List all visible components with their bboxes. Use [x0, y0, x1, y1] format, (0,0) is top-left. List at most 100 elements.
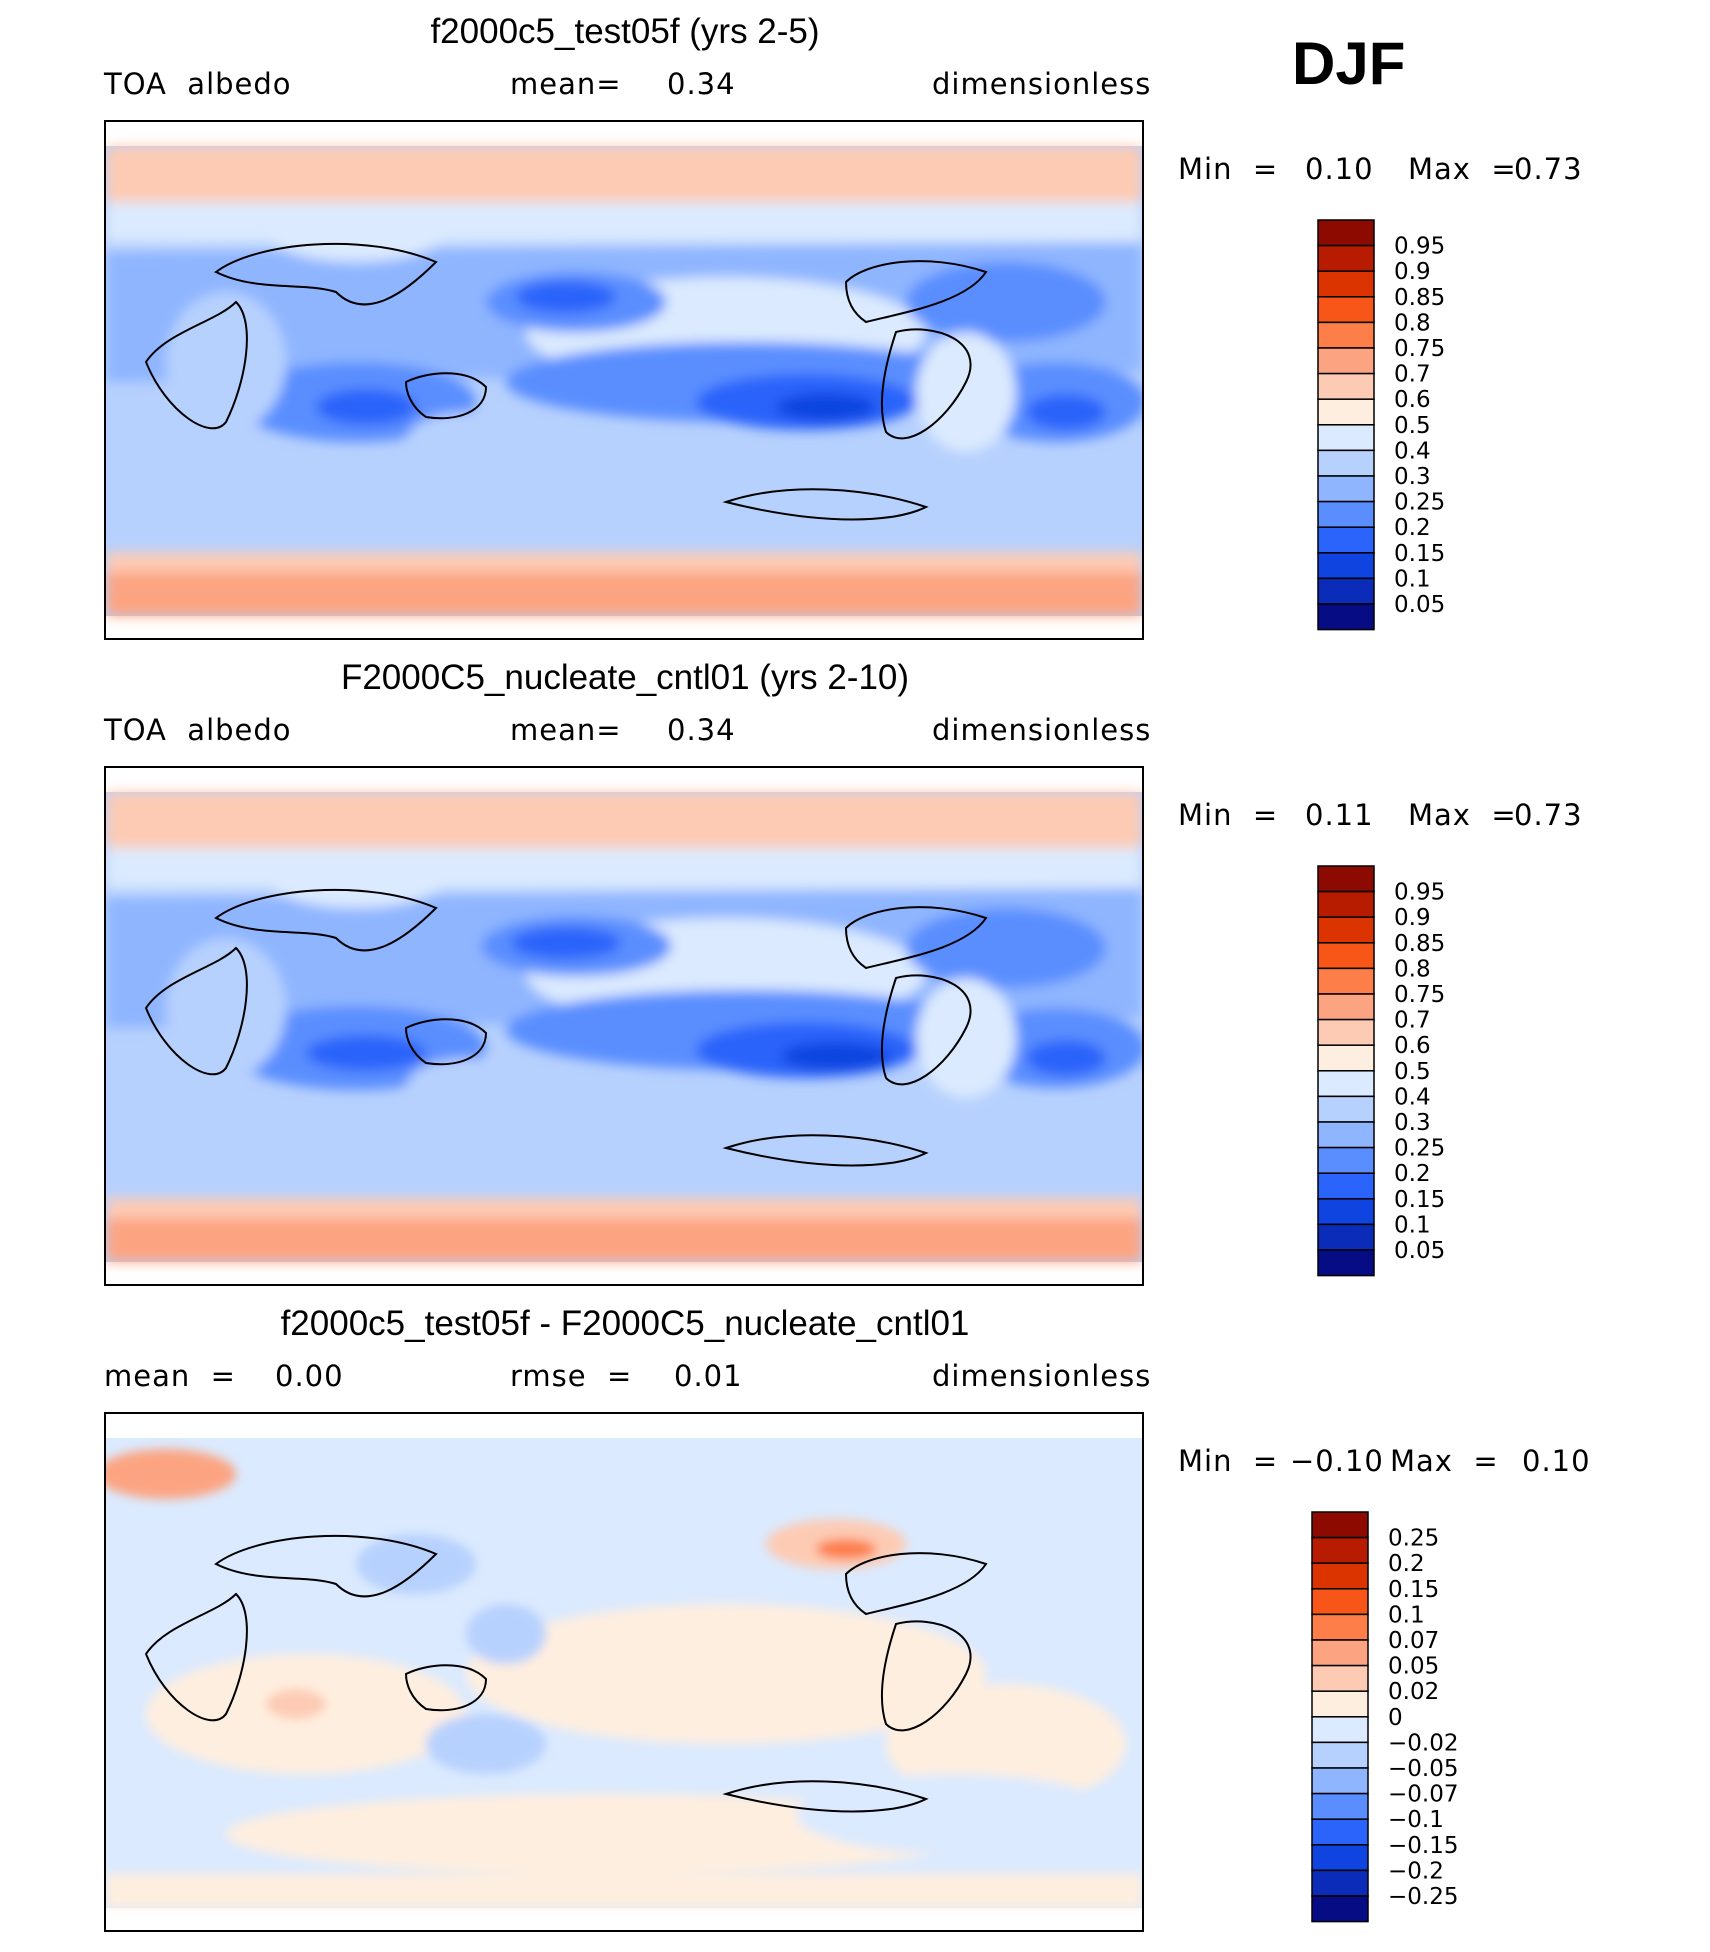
- colorbar-swatch: [1317, 296, 1375, 324]
- colorbar-swatch: [1317, 1070, 1375, 1098]
- colorbar-swatch: [1317, 552, 1375, 580]
- colorbar-tick-label: 0.05: [1394, 1238, 1445, 1264]
- panel-1-min-label: Min =: [1178, 152, 1279, 186]
- colorbar-tick-label: 0.25: [1394, 1136, 1445, 1162]
- panel-2-mean-value: 0.34: [667, 713, 736, 747]
- panel-1-title: f2000c5_test05f (yrs 2-5): [430, 12, 820, 51]
- panel-1-variable-label: TOA albedo: [104, 67, 292, 101]
- panel-2-variable-label: TOA albedo: [104, 713, 292, 747]
- colorbar-swatch: [1317, 993, 1375, 1021]
- colorbar-swatch: [1311, 1716, 1369, 1744]
- panel-2-map: [104, 766, 1144, 1286]
- colorbar-tick-label: 0.85: [1394, 285, 1445, 311]
- colorbar-tick-label: 0.05: [1388, 1654, 1439, 1680]
- panel-2-colorbar: 0.95 0.9 0.85 0.8 0.75 0.7 0.6 0.5 0.4 0.3 0.25 0.2…: [1316, 864, 1516, 1277]
- colorbar-tick-label: 0.15: [1388, 1577, 1439, 1603]
- colorbar-swatch: [1317, 219, 1375, 247]
- colorbar-swatch: [1317, 1018, 1375, 1046]
- colorbar-swatch: [1311, 1664, 1369, 1692]
- panel-2-units: dimensionless: [932, 713, 1152, 747]
- colorbar-swatch: [1311, 1844, 1369, 1872]
- colorbar-tick-label: 0.4: [1394, 1084, 1431, 1110]
- colorbar-tick-label: 0.25: [1394, 490, 1445, 516]
- panel-3-map: [104, 1412, 1144, 1932]
- colorbar-swatch: [1311, 1613, 1369, 1641]
- colorbar-swatch: [1311, 1639, 1369, 1667]
- panel-1-albedo-field: [106, 122, 1142, 638]
- colorbar-tick-label: 0.07: [1388, 1628, 1439, 1654]
- colorbar-tick-label: 0.3: [1394, 1110, 1431, 1136]
- colorbar-tick-label: 0.2: [1388, 1551, 1425, 1577]
- colorbar-tick-label: 0.8: [1394, 956, 1431, 982]
- panel-1-mean-value: 0.34: [667, 67, 736, 101]
- colorbar-swatch: [1317, 577, 1375, 605]
- colorbar-swatch: [1317, 321, 1375, 349]
- colorbar-tick-label: 0.1: [1394, 1212, 1431, 1238]
- panel-1-units: dimensionless: [932, 67, 1152, 101]
- colorbar-tick-label: 0.7: [1394, 1008, 1431, 1034]
- panel-3-colorbar-svg: 0.250.20.150.10.070.050.020−0.02−0.05−0.…: [1311, 1511, 1458, 1923]
- colorbar-tick-label: 0.9: [1394, 905, 1431, 931]
- panel-2-title: F2000C5_nucleate_cntl01 (yrs 2-10): [340, 658, 910, 697]
- colorbar-swatch: [1311, 1818, 1369, 1846]
- colorbar-tick-label: 0.6: [1394, 387, 1431, 413]
- colorbar-tick-label: −0.05: [1388, 1756, 1458, 1782]
- panel-1-map: [104, 120, 1144, 640]
- panel-3-units: dimensionless: [932, 1359, 1152, 1393]
- colorbar-swatch: [1311, 1588, 1369, 1616]
- colorbar-tick-label: 0.02: [1388, 1679, 1439, 1705]
- colorbar-tick-label: 0.95: [1394, 234, 1445, 260]
- colorbar-tick-label: 0.05: [1394, 592, 1445, 618]
- colorbar-tick-label: 0: [1388, 1705, 1403, 1731]
- panel-1-colorbar-svg: 0.950.90.850.80.750.70.60.50.40.30.250.2…: [1317, 219, 1445, 631]
- colorbar-tick-label: 0.5: [1394, 1059, 1431, 1085]
- panel-2-max-label: Max =: [1408, 798, 1517, 832]
- colorbar-tick-label: 0.25: [1388, 1526, 1439, 1552]
- colorbar-tick-label: −0.25: [1388, 1884, 1458, 1910]
- colorbar-swatch: [1311, 1895, 1369, 1923]
- colorbar-tick-label: −0.1: [1388, 1807, 1444, 1833]
- colorbar-swatch: [1311, 1869, 1369, 1897]
- colorbar-swatch: [1317, 1223, 1375, 1251]
- colorbar-tick-label: 0.2: [1394, 515, 1431, 541]
- panel-1-max-label: Max =: [1408, 152, 1517, 186]
- colorbar-swatch: [1317, 347, 1375, 375]
- colorbar-tick-label: 0.6: [1394, 1033, 1431, 1059]
- colorbar-tick-label: 0.75: [1394, 982, 1445, 1008]
- colorbar-swatch: [1317, 1095, 1375, 1123]
- colorbar-swatch: [1317, 424, 1375, 452]
- colorbar-tick-label: 0.2: [1394, 1161, 1431, 1187]
- panel-2-mean-label: mean=: [510, 713, 622, 747]
- colorbar-tick-label: −0.07: [1388, 1782, 1458, 1808]
- colorbar-tick-label: 0.5: [1394, 413, 1431, 439]
- colorbar-tick-label: 0.3: [1394, 464, 1431, 490]
- colorbar-swatch: [1317, 1172, 1375, 1200]
- colorbar-swatch: [1317, 398, 1375, 426]
- colorbar-swatch: [1317, 1198, 1375, 1226]
- colorbar-tick-label: 0.7: [1394, 362, 1431, 388]
- colorbar-tick-label: 0.95: [1394, 880, 1445, 906]
- panel-2-max-value: 0.73: [1514, 798, 1583, 832]
- colorbar-swatch: [1317, 967, 1375, 995]
- colorbar-tick-label: 0.1: [1394, 566, 1431, 592]
- colorbar-tick-label: −0.15: [1388, 1833, 1458, 1859]
- colorbar-tick-label: 0.4: [1394, 438, 1431, 464]
- colorbar-swatch: [1317, 890, 1375, 918]
- colorbar-swatch: [1317, 1121, 1375, 1149]
- panel-3-max-value: 0.10: [1522, 1444, 1591, 1478]
- panel-1-max-value: 0.73: [1514, 152, 1583, 186]
- colorbar-tick-label: −0.2: [1388, 1858, 1444, 1884]
- colorbar-swatch: [1311, 1536, 1369, 1564]
- colorbar-swatch: [1311, 1511, 1369, 1539]
- panel-3-rmse-value: 0.01: [674, 1359, 743, 1393]
- panel-3-mean-value: 0.00: [275, 1359, 344, 1393]
- panel-3-difference-field: [106, 1414, 1142, 1930]
- panel-3-title: f2000c5_test05f - F2000C5_nucleate_cntl0…: [280, 1304, 970, 1343]
- colorbar-swatch: [1311, 1741, 1369, 1769]
- colorbar-swatch: [1317, 1044, 1375, 1072]
- colorbar-swatch: [1317, 942, 1375, 970]
- colorbar-swatch: [1317, 865, 1375, 893]
- panel-1-colorbar: 0.95 0.9 0.85 0.8 0.75 0.7 0.6 0.5 0.4 0.3 0.25 0.2…: [1316, 218, 1516, 631]
- colorbar-tick-label: −0.02: [1388, 1730, 1458, 1756]
- panel-3-min-label: Min =: [1178, 1444, 1279, 1478]
